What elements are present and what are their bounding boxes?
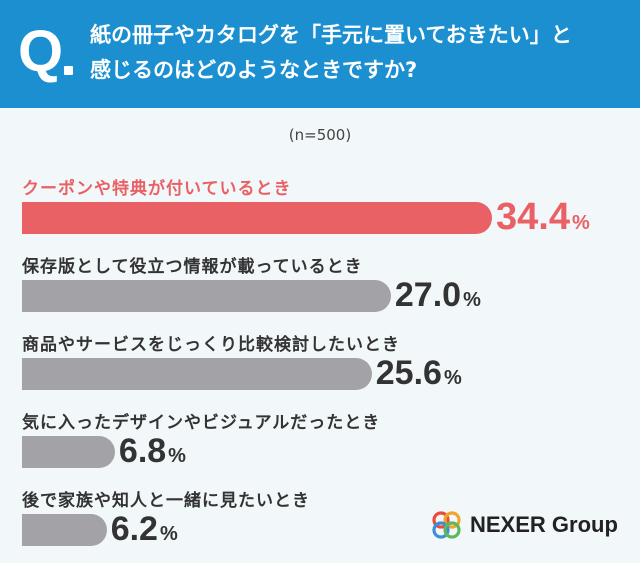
value-label: 27.0%	[395, 278, 481, 312]
value-unit: %	[159, 523, 178, 545]
category-label: 気に入ったデザインやビジュアルだったとき	[22, 413, 381, 433]
bar	[22, 436, 115, 468]
question-text: 紙の冊子やカタログを「手元に置いておきたい」と 感じるのはどのようなときですか?	[90, 18, 630, 88]
value-unit: %	[168, 445, 186, 467]
value-number: 27.0	[394, 276, 462, 314]
category-label: クーポンや特典が付いているとき	[22, 179, 292, 199]
q-mark: Q	[18, 19, 64, 84]
value-number: 25.6	[375, 354, 442, 392]
bar	[22, 280, 391, 312]
category-label: 後で家族や知人と一緒に見たいとき	[22, 491, 310, 511]
q-mark-dot	[64, 66, 73, 75]
nexer-rings-logo-icon	[432, 511, 461, 539]
value-unit: %	[571, 212, 590, 234]
sample-size-note: (n=500)	[288, 126, 352, 144]
category-label: 保存版として役立つ情報が載っているとき	[22, 257, 363, 277]
bar	[22, 202, 492, 234]
value-label: 34.4%	[496, 198, 590, 236]
value-label: 6.8%	[119, 434, 186, 468]
question-header: Q 紙の冊子やカタログを「手元に置いておきたい」と 感じるのはどのようなときです…	[0, 0, 640, 108]
value-number: 6.8	[118, 432, 167, 470]
bar	[22, 358, 372, 390]
logo-text: NEXER Group	[470, 512, 618, 537]
company-logo: NEXER Group	[430, 510, 618, 540]
value-label: 25.6%	[376, 356, 462, 390]
question-line-2: 感じるのはどのようなときですか?	[90, 58, 418, 82]
question-line-1: 紙の冊子やカタログを「手元に置いておきたい」と	[90, 23, 572, 47]
category-label: 商品やサービスをじっくり比較検討したいとき	[22, 335, 400, 355]
value-unit: %	[463, 289, 481, 311]
value-unit: %	[443, 367, 462, 389]
value-number: 34.4	[496, 196, 570, 238]
value-label: 6.2%	[111, 512, 178, 546]
value-number: 6.2	[110, 510, 158, 548]
bar	[22, 514, 107, 546]
